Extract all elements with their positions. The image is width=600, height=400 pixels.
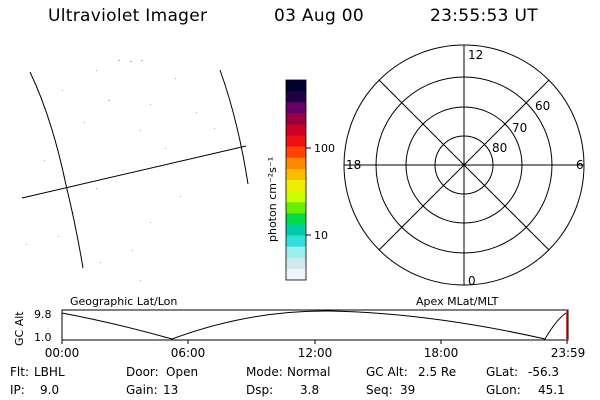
- colorbar-cell: [286, 268, 306, 281]
- timeline-right-caption: Apex MLat/MLT: [416, 295, 499, 308]
- colorbar-cell: [286, 157, 306, 170]
- colorbar-unit-label: photon cm⁻²s⁻¹: [266, 157, 279, 242]
- ytick-top: 9.8: [34, 308, 52, 321]
- ytick-bottom: 1.0: [34, 331, 52, 344]
- ip-label: IP:: [10, 383, 25, 397]
- colorbar-cell: [286, 191, 306, 203]
- latitude-line: [21, 145, 247, 199]
- glat-value: -56.3: [528, 365, 560, 379]
- instrument-title: Ultraviolet Imager: [48, 6, 208, 26]
- mode-value: Normal: [287, 365, 331, 379]
- seq-label: Seq:: [366, 383, 393, 397]
- ip-value: 9.0: [40, 383, 60, 397]
- colorbar-cell: [286, 213, 306, 225]
- altitude-timeline: Geographic Lat/Lon Apex MLat/MLT 9.8 1.0…: [13, 295, 585, 360]
- dsp-label: Dsp:: [246, 383, 274, 397]
- timeline-ylabel: GC Alt: [13, 311, 26, 346]
- lat-label-80: 80: [492, 141, 507, 155]
- gain-value: 13: [163, 383, 179, 397]
- glon-value: 45.1: [538, 383, 565, 397]
- polar-mlt-plot: 12 6 0 18 80 70 60: [343, 44, 585, 288]
- seq-value: 39: [400, 383, 416, 397]
- dsp-value: 3.8: [300, 383, 320, 397]
- colorbar-cell: [286, 168, 306, 181]
- mlt-label-18: 18: [346, 158, 361, 172]
- longitude-line-right: [219, 69, 249, 185]
- gcalt-value: 2.5 Re: [418, 365, 457, 379]
- flt-label: Flt:: [10, 365, 29, 379]
- mlt-label-12: 12: [468, 48, 483, 62]
- colorbar-cell: [286, 146, 306, 159]
- observation-date: 03 Aug 00: [274, 6, 364, 26]
- xtick-0600: 06:00: [171, 346, 206, 360]
- colorbar-cell: [286, 235, 306, 248]
- xtick-0000: 00:00: [45, 346, 80, 360]
- mlt-label-6: 6: [576, 158, 584, 172]
- colorbar-cell: [286, 224, 306, 237]
- colorbar-cell: [286, 124, 306, 137]
- door-value: Open: [166, 365, 199, 379]
- flt-value: LBHL: [34, 365, 65, 379]
- lat-label-70: 70: [512, 121, 527, 135]
- colorbar-cell: [286, 91, 306, 103]
- colorbar-cell: [286, 257, 306, 270]
- altitude-curve: [61, 310, 567, 340]
- colorbar-cell: [286, 135, 306, 148]
- colorbar-cell: [286, 202, 306, 214]
- observation-time: 23:55:53 UT: [430, 6, 538, 26]
- xtick-1200: 12:00: [298, 346, 333, 360]
- gcalt-label: GC Alt:: [366, 365, 408, 379]
- colorbar-tick-100: 100: [314, 142, 335, 155]
- glon-label: GLon:: [486, 383, 521, 397]
- geographic-image-panel: [21, 60, 249, 281]
- colorbar-cell: [286, 102, 306, 114]
- colorbar-cell: [286, 246, 306, 259]
- colorbar-cell: [286, 180, 306, 192]
- colorbar-cell: [286, 80, 306, 92]
- longitude-line-left: [29, 71, 84, 269]
- xtick-1800: 18:00: [424, 346, 459, 360]
- colorbar-cell: [286, 113, 306, 125]
- timeline-left-caption: Geographic Lat/Lon: [70, 295, 177, 308]
- gain-label: Gain:: [126, 383, 158, 397]
- mlt-label-0: 0: [468, 274, 476, 288]
- intensity-colorbar: 100 10 photon cm⁻²s⁻¹: [266, 79, 335, 281]
- glat-label: GLat:: [486, 365, 519, 379]
- image-noise-dots: [26, 60, 215, 281]
- door-label: Door:: [126, 365, 159, 379]
- lat-label-60: 60: [535, 99, 550, 113]
- colorbar-tick-10: 10: [314, 229, 328, 242]
- xtick-2359: 23:59: [551, 346, 586, 360]
- mode-label: Mode:: [246, 365, 283, 379]
